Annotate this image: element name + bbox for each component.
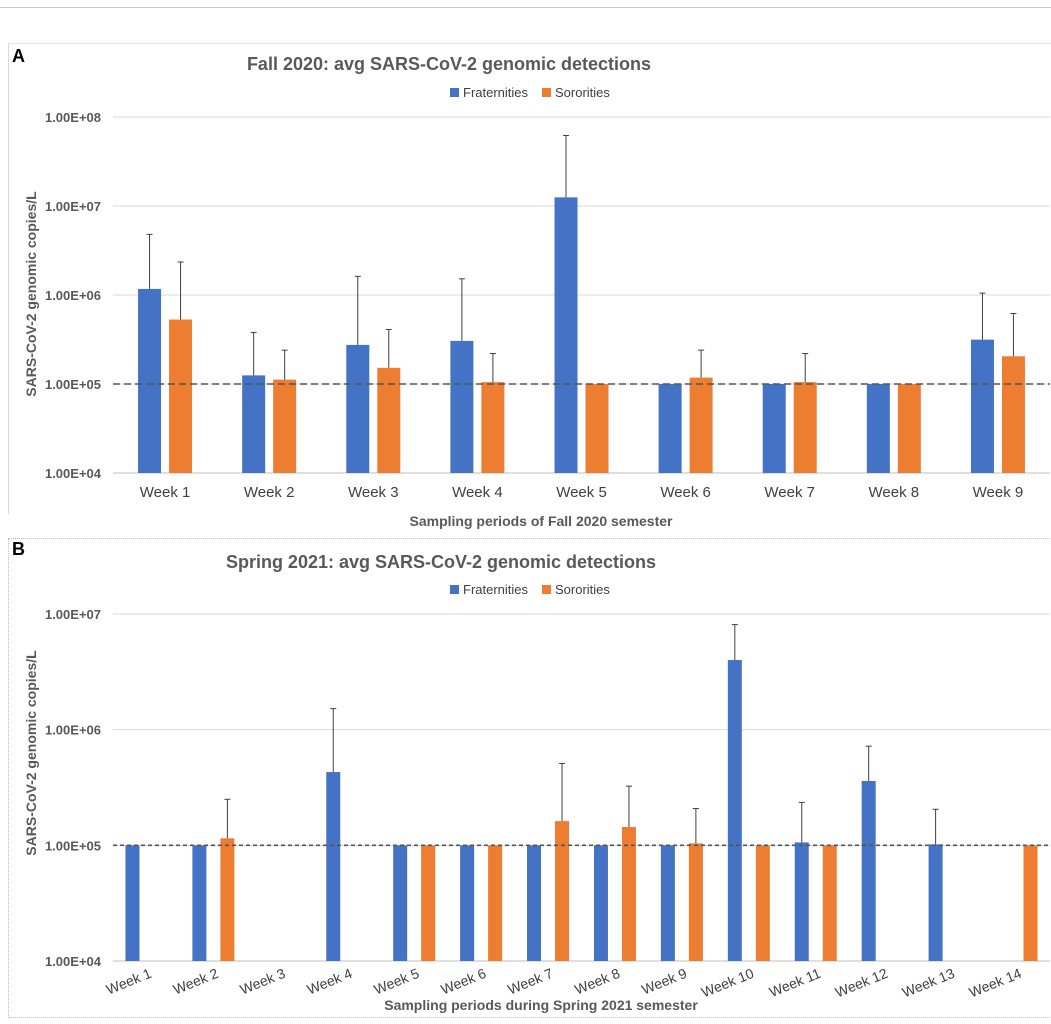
- x-tick-label: Week 9: [973, 484, 1024, 501]
- x-tick-label: Week 7: [505, 965, 555, 998]
- x-tick-label: Week 2: [244, 484, 295, 501]
- bar: [897, 384, 921, 473]
- bar: [125, 845, 140, 961]
- bar: [660, 845, 675, 961]
- bar: [762, 384, 786, 473]
- bar: [220, 838, 235, 961]
- bar: [192, 845, 207, 961]
- x-tick-label: Week 2: [171, 965, 221, 998]
- legend-label: Fraternities: [463, 85, 529, 100]
- x-tick-label: Week 1: [140, 484, 191, 501]
- y-axis-label: SARS-CoV-2 genomic copies/L: [23, 650, 39, 856]
- x-axis-label: Sampling periods of Fall 2020 semester: [410, 513, 674, 529]
- bar: [488, 845, 503, 961]
- chart-a-svg: Fall 2020: avg SARS-CoV-2 genomic detect…: [23, 54, 1050, 529]
- legend-swatch: [542, 585, 551, 594]
- x-tick-label: Week 4: [305, 965, 355, 998]
- legend-swatch: [542, 88, 551, 97]
- legend-swatch: [450, 585, 459, 594]
- y-tick-label: 1.00E+08: [45, 110, 101, 125]
- bar: [1001, 356, 1025, 473]
- x-tick-label: Week 13: [900, 965, 957, 1001]
- x-tick-label: Week 5: [556, 484, 607, 501]
- bar: [621, 827, 636, 961]
- x-tick-label: Week 1: [104, 965, 154, 998]
- bar: [970, 339, 994, 473]
- bar: [527, 845, 542, 961]
- chart-title: Spring 2021: avg SARS-CoV-2 genomic dete…: [226, 552, 656, 572]
- panel-label: A: [12, 46, 25, 66]
- bar: [658, 384, 682, 473]
- bar: [554, 197, 578, 474]
- x-tick-label: Week 3: [348, 484, 399, 501]
- y-tick-label: 1.00E+07: [45, 199, 101, 214]
- x-tick-label: Week 6: [438, 965, 488, 998]
- legend-label: Fraternities: [463, 582, 529, 597]
- bar: [242, 375, 266, 473]
- bar: [1023, 845, 1038, 961]
- x-tick-label: Week 7: [764, 484, 815, 501]
- legend-label: Sororities: [555, 85, 610, 100]
- panel-label: B: [12, 539, 25, 559]
- top-divider: [0, 7, 1051, 8]
- chart-b-svg: Spring 2021: avg SARS-CoV-2 genomic dete…: [23, 552, 1050, 1013]
- bar: [169, 319, 193, 473]
- x-tick-label: Week 6: [660, 484, 711, 501]
- x-tick-label: Week 5: [372, 965, 422, 998]
- bar: [689, 377, 713, 473]
- x-tick-label: Week 12: [833, 965, 890, 1001]
- bar: [450, 340, 474, 473]
- x-axis-label: Sampling periods during Spring 2021 seme…: [384, 997, 698, 1013]
- bar: [377, 367, 401, 473]
- y-tick-label: 1.00E+04: [45, 466, 102, 481]
- bar: [346, 344, 370, 473]
- x-tick-label: Week 3: [238, 965, 288, 998]
- y-tick-label: 1.00E+04: [45, 954, 102, 969]
- y-tick-label: 1.00E+07: [45, 607, 101, 622]
- bar: [794, 842, 809, 961]
- bar: [460, 845, 475, 961]
- bar: [555, 821, 570, 961]
- x-tick-label: Week 10: [699, 965, 756, 1001]
- bar: [138, 288, 162, 473]
- bar: [593, 845, 608, 961]
- chart-panel-b: B Spring 2021: avg SARS-CoV-2 genomic de…: [8, 538, 1051, 1018]
- x-tick-label: Week 9: [639, 965, 689, 998]
- bar: [727, 660, 742, 961]
- bar: [326, 772, 341, 961]
- bar: [755, 845, 770, 961]
- y-tick-label: 1.00E+06: [45, 288, 101, 303]
- x-tick-label: Week 8: [572, 965, 622, 998]
- bar: [481, 382, 505, 473]
- bar: [688, 843, 703, 961]
- x-tick-label: Week 4: [452, 484, 503, 501]
- bar: [273, 379, 297, 473]
- x-tick-label: Week 8: [869, 484, 920, 501]
- bar: [793, 382, 817, 473]
- legend-label: Sororities: [555, 582, 610, 597]
- x-tick-label: Week 11: [767, 965, 823, 1000]
- bar: [393, 845, 408, 961]
- y-axis-label: SARS-CoV-2 genomic copies/L: [23, 191, 39, 397]
- y-tick-label: 1.00E+06: [45, 723, 101, 738]
- bar: [421, 845, 436, 961]
- bar: [866, 384, 890, 473]
- y-tick-label: 1.00E+05: [45, 377, 101, 392]
- chart-title: Fall 2020: avg SARS-CoV-2 genomic detect…: [247, 54, 651, 74]
- bar: [822, 845, 837, 961]
- legend-swatch: [450, 88, 459, 97]
- bar: [585, 384, 609, 473]
- x-tick-label: Week 14: [967, 965, 1024, 1001]
- chart-panel-a: A Fall 2020: avg SARS-CoV-2 genomic dete…: [8, 43, 1051, 529]
- bar: [928, 844, 943, 961]
- y-tick-label: 1.00E+05: [45, 838, 101, 853]
- bar: [861, 780, 876, 961]
